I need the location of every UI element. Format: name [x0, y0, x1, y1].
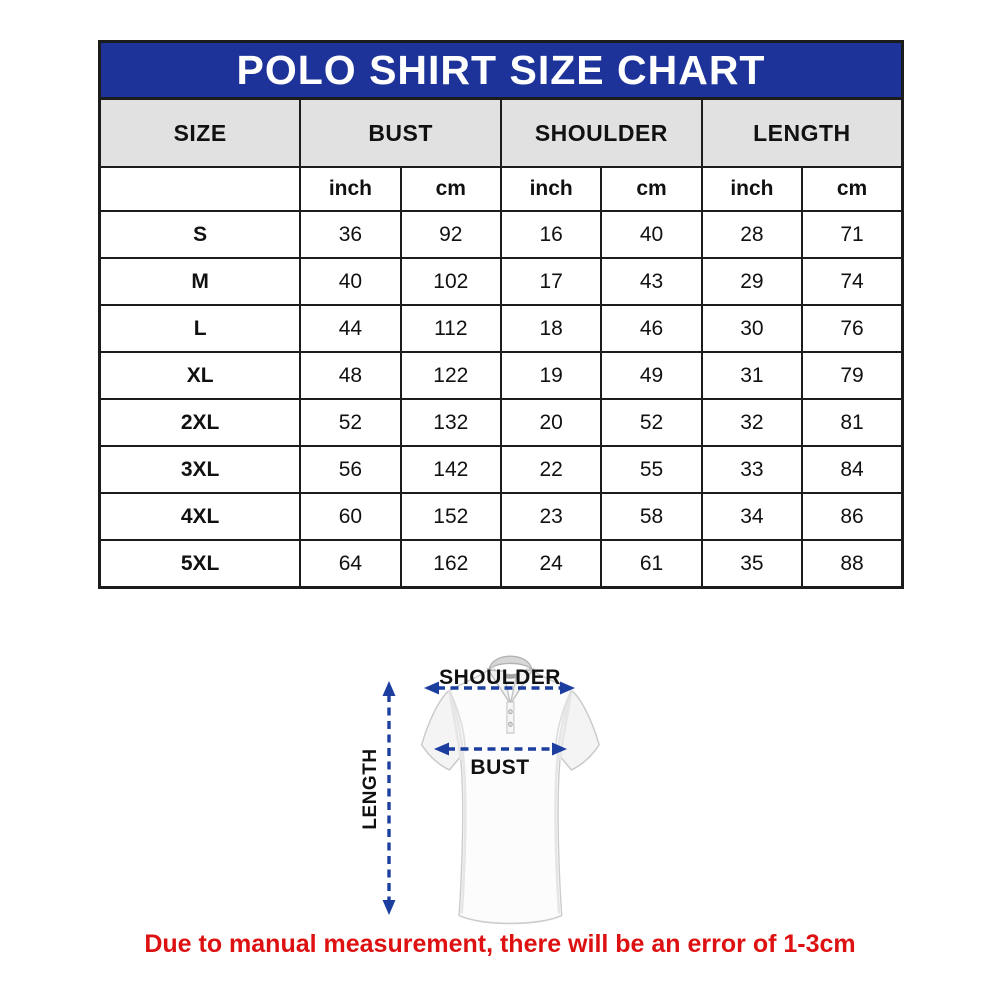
measurement-cell: 17 — [499, 257, 603, 306]
measurement-cell: 43 — [600, 257, 703, 306]
measurement-cell: 29 — [700, 257, 804, 306]
table-row: M 40 102 17 43 29 74 — [98, 257, 904, 306]
unit-spacer-cell — [98, 166, 302, 212]
polo-shirt-illustration — [382, 655, 600, 925]
measurement-cell: 32 — [700, 398, 804, 447]
unit-cell-shoulder-inch: inch — [499, 166, 603, 212]
measurement-cell: 132 — [399, 398, 503, 447]
measurement-cell: 162 — [399, 539, 503, 589]
unit-cell-bust-cm: cm — [399, 166, 503, 212]
measurement-cell: 60 — [299, 492, 402, 541]
measurement-cell: 52 — [299, 398, 402, 447]
shoulder-arrow — [424, 681, 575, 695]
measurement-cell: 23 — [499, 492, 603, 541]
measurement-cell: 22 — [499, 445, 603, 494]
bust-arrow — [434, 742, 567, 756]
measurement-cell: 61 — [600, 539, 703, 589]
measurement-cell: 88 — [801, 539, 904, 589]
measurement-cell: 18 — [499, 304, 603, 353]
measurement-cell: 55 — [600, 445, 703, 494]
size-cell: S — [98, 210, 302, 259]
unit-cell-length-cm: cm — [801, 166, 904, 212]
measurement-cell: 31 — [700, 351, 804, 400]
table-row: 5XL 64 162 24 61 35 88 — [98, 539, 904, 589]
measurement-diagram: SHOULDER BUST LENGTH — [350, 638, 662, 940]
size-cell: L — [98, 304, 302, 353]
size-cell: M — [98, 257, 302, 306]
header-size: SIZE — [98, 97, 302, 168]
measurement-cell: 81 — [801, 398, 904, 447]
measurement-cell: 84 — [801, 445, 904, 494]
header-shoulder: SHOULDER — [500, 97, 703, 168]
table-row: 4XL 60 152 23 58 34 86 — [98, 492, 904, 541]
table-row: L 44 112 18 46 30 76 — [98, 304, 904, 353]
measurement-cell: 56 — [299, 445, 402, 494]
measurement-cell: 64 — [299, 539, 402, 589]
chart-title-bar: POLO SHIRT SIZE CHART — [98, 40, 904, 100]
table-row: XL 48 122 19 49 31 79 — [98, 351, 904, 400]
measurement-cell: 36 — [299, 210, 402, 259]
header-length: LENGTH — [700, 97, 904, 168]
measurement-cell: 16 — [499, 210, 603, 259]
measurement-cell: 20 — [499, 398, 603, 447]
measurement-cell: 40 — [299, 257, 402, 306]
measurement-cell: 33 — [700, 445, 804, 494]
measurement-note: Due to manual measurement, there will be… — [144, 930, 856, 958]
size-chart-table-section: POLO SHIRT SIZE CHART SIZE BUST SHOULDER… — [98, 40, 904, 589]
size-cell: 5XL — [98, 539, 302, 589]
measurement-cell: 79 — [801, 351, 904, 400]
measurement-cell: 74 — [801, 257, 904, 306]
table-row: S 36 92 16 40 28 71 — [98, 210, 904, 259]
measurement-cell: 142 — [399, 445, 503, 494]
header-bust: BUST — [299, 97, 502, 168]
table-row: 2XL 52 132 20 52 32 81 — [98, 398, 904, 447]
size-cell: 4XL — [98, 492, 302, 541]
unit-cell-length-inch: inch — [700, 166, 804, 212]
measurement-cell: 76 — [801, 304, 904, 353]
bust-label: BUST — [470, 756, 530, 779]
measurement-cell: 92 — [399, 210, 503, 259]
measurement-cell: 48 — [299, 351, 402, 400]
polo-shirt-shape — [420, 655, 600, 925]
table-header-row: SIZE BUST SHOULDER LENGTH — [98, 97, 904, 168]
measurement-cell: 112 — [399, 304, 503, 353]
shoulder-label: SHOULDER — [439, 666, 561, 689]
size-table: SIZE BUST SHOULDER LENGTH inch cm inch c… — [98, 97, 904, 589]
unit-cell-shoulder-cm: cm — [600, 166, 703, 212]
length-arrow — [382, 681, 396, 915]
size-cell: 2XL — [98, 398, 302, 447]
size-table-body: S 36 92 16 40 28 71 M 40 102 17 43 29 74 L 44 112 18 46 30 7… — [98, 210, 904, 589]
measurement-cell: 19 — [499, 351, 603, 400]
table-unit-row: inch cm inch cm inch cm — [98, 166, 904, 212]
unit-cell-bust-inch: inch — [299, 166, 402, 212]
measurement-cell: 122 — [399, 351, 503, 400]
measurement-cell: 34 — [700, 492, 804, 541]
measurement-cell: 71 — [801, 210, 904, 259]
measurement-cell: 24 — [499, 539, 603, 589]
chart-title: POLO SHIRT SIZE CHART — [236, 46, 766, 93]
measurement-cell: 44 — [299, 304, 402, 353]
measurement-cell: 46 — [600, 304, 703, 353]
table-row: 3XL 56 142 22 55 33 84 — [98, 445, 904, 494]
measurement-cell: 102 — [399, 257, 503, 306]
measurement-cell: 49 — [600, 351, 703, 400]
measurement-cell: 40 — [600, 210, 703, 259]
measurement-cell: 35 — [700, 539, 804, 589]
measurement-cell: 58 — [600, 492, 703, 541]
measurement-cell: 52 — [600, 398, 703, 447]
measurement-cell: 152 — [399, 492, 503, 541]
measurement-cell: 30 — [700, 304, 804, 353]
size-cell: XL — [98, 351, 302, 400]
length-label: LENGTH — [360, 748, 381, 830]
size-cell: 3XL — [98, 445, 302, 494]
measurement-cell: 86 — [801, 492, 904, 541]
measurement-cell: 28 — [700, 210, 804, 259]
